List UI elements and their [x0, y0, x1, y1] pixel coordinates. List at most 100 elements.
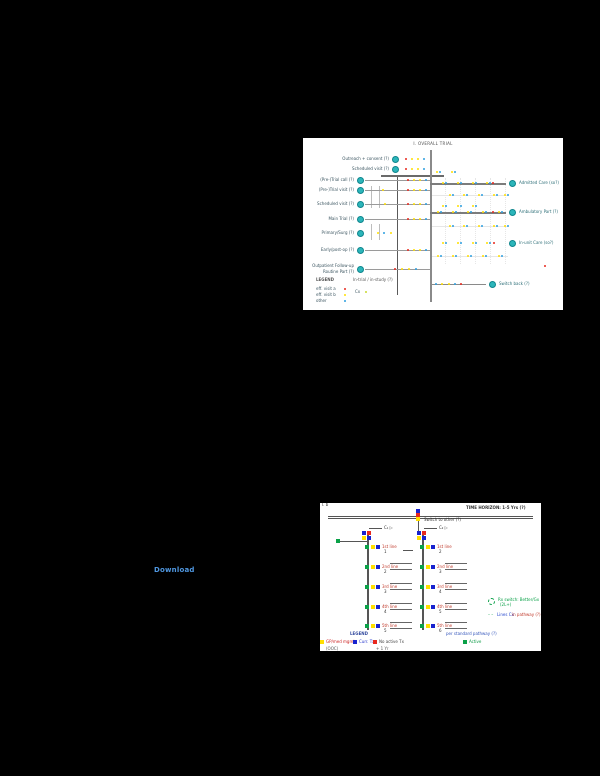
stage-node [356, 246, 364, 254]
row-label: Primary/Surg (?) [321, 230, 354, 235]
state-marker [422, 536, 426, 540]
download-link[interactable]: Download [154, 566, 195, 574]
event-marker [383, 202, 387, 206]
event-marker [477, 224, 481, 228]
event-marker [441, 204, 445, 208]
event-marker [424, 188, 428, 192]
event-marker [424, 178, 428, 182]
line-label: 2nd line [382, 564, 399, 569]
event-marker [416, 167, 420, 171]
stage-node [508, 239, 516, 247]
state-marker [365, 585, 369, 589]
event-marker [453, 170, 457, 174]
event-marker [451, 193, 455, 197]
event-marker [451, 224, 455, 228]
stage-node [356, 186, 364, 194]
state-marker [371, 624, 375, 628]
event-marker [462, 193, 466, 197]
legend-marker [463, 640, 467, 644]
row-line [365, 180, 430, 181]
event-marker [424, 248, 428, 252]
event-marker [406, 202, 410, 206]
bracket-line [379, 186, 380, 208]
line-number: 5 [439, 609, 442, 614]
legend-marker [343, 299, 347, 303]
line-number: 1 [384, 549, 387, 554]
dash-icon: – – [488, 612, 494, 617]
connector-line [445, 569, 467, 570]
event-marker [435, 170, 439, 174]
legend-marker [343, 293, 347, 297]
event-marker [471, 204, 475, 208]
event-marker [492, 224, 496, 228]
event-marker [418, 217, 422, 221]
connector-line [390, 563, 412, 564]
stage-node [356, 229, 364, 237]
state-marker [417, 536, 421, 540]
legend-marker [353, 640, 357, 644]
row-line [365, 204, 430, 205]
event-marker [459, 181, 463, 185]
event-marker [412, 217, 416, 221]
state-marker [426, 624, 430, 628]
event-marker [497, 254, 501, 258]
connector-line [390, 603, 412, 604]
figure2-corner-label: I. b [322, 503, 329, 507]
event-marker [503, 193, 507, 197]
bracket-line [371, 224, 372, 240]
event-marker [393, 267, 397, 271]
event-marker [448, 224, 452, 228]
elevated-bar [381, 175, 444, 177]
event-marker [492, 193, 496, 197]
event-marker [448, 193, 452, 197]
state-marker [336, 539, 340, 543]
event-marker [439, 254, 443, 258]
event-marker [406, 188, 410, 192]
stage-node [391, 155, 399, 163]
event-marker [438, 170, 442, 174]
event-marker [418, 178, 422, 182]
line-number: 2 [384, 569, 387, 574]
line-number: 4 [384, 609, 387, 614]
event-marker [480, 193, 484, 197]
connector-line [390, 622, 412, 623]
event-marker [459, 282, 463, 286]
event-marker [451, 254, 455, 258]
line-label: 5th line [382, 623, 398, 628]
line-number: 6 [439, 628, 442, 633]
line-label: 5th line [437, 623, 453, 628]
stage-node [356, 176, 364, 184]
event-marker [389, 231, 393, 235]
event-marker [506, 224, 510, 228]
state-marker [431, 605, 435, 609]
event-marker [406, 217, 410, 221]
event-marker [454, 254, 458, 258]
state-marker [362, 536, 366, 540]
line-label: 4th line [437, 604, 453, 609]
connector-line [418, 521, 419, 531]
legend-label: Active [469, 639, 482, 644]
legend-label: No active Tx [379, 639, 404, 644]
event-marker [485, 241, 489, 245]
event-marker [412, 248, 416, 252]
row-label: (Pre-)Trial call (?) [320, 177, 354, 182]
connector-line [445, 603, 467, 604]
event-marker [444, 181, 448, 185]
state-marker [376, 624, 380, 628]
stage-node [356, 215, 364, 223]
event-marker [454, 210, 458, 214]
event-marker [465, 193, 469, 197]
state-marker [371, 545, 375, 549]
row-label: Ambulatory Part (?) [519, 209, 558, 214]
event-marker [444, 204, 448, 208]
connector-line [340, 541, 367, 542]
state-marker [365, 605, 369, 609]
legend-label: in pathway (?) [512, 612, 541, 617]
line-label: 3rd line [382, 584, 398, 589]
event-marker [474, 241, 478, 245]
legend-title: LEGEND [316, 277, 334, 282]
event-marker [444, 241, 448, 245]
legend-title: per standard pathway (?) [446, 631, 497, 636]
row-line [430, 284, 486, 285]
row-label: Scheduled visit (?) [317, 201, 354, 206]
